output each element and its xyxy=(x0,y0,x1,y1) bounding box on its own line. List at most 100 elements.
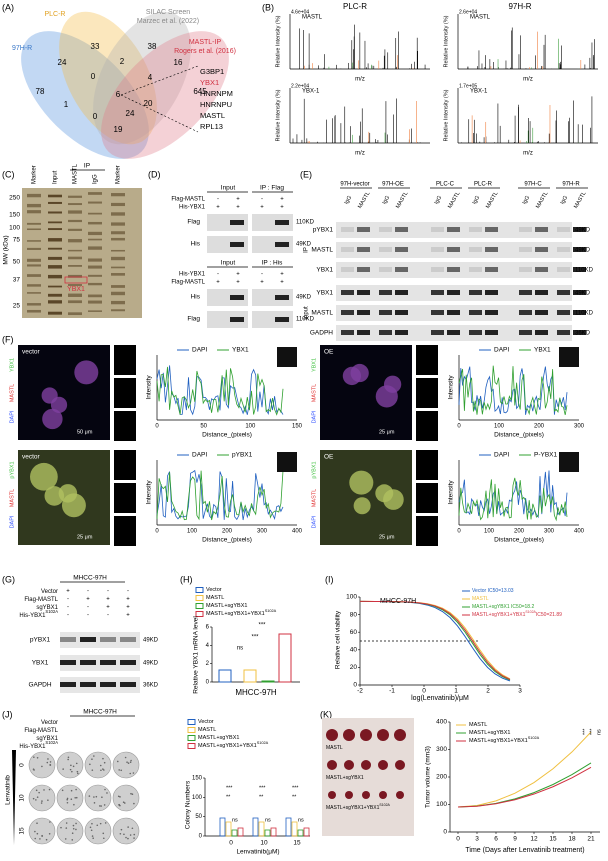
venn-count: 24 xyxy=(58,58,67,67)
colony xyxy=(75,788,77,791)
band xyxy=(111,273,125,276)
colony xyxy=(99,822,102,825)
colony xyxy=(98,805,101,807)
colony xyxy=(119,804,121,807)
leader xyxy=(120,65,199,96)
bar xyxy=(270,827,277,837)
band xyxy=(395,310,408,315)
tick-label: 100 xyxy=(187,529,198,535)
scale-bar: 25 μm xyxy=(379,534,395,540)
legend-swatch xyxy=(195,587,204,593)
bar xyxy=(219,817,226,837)
colony xyxy=(36,796,39,798)
colony xyxy=(41,765,43,768)
band xyxy=(469,247,482,252)
band xyxy=(88,221,102,225)
band xyxy=(379,227,392,232)
tick-label: 9 xyxy=(513,836,517,843)
lane-label: Marker xyxy=(116,165,122,184)
panel-label: (A) xyxy=(2,2,14,12)
band xyxy=(519,290,532,295)
band xyxy=(395,290,408,295)
lane-label: IgG xyxy=(522,195,532,206)
size: 36KD xyxy=(575,331,591,337)
band xyxy=(111,309,125,312)
colony xyxy=(96,824,99,827)
bar xyxy=(258,821,265,837)
band xyxy=(48,228,62,231)
sign: + xyxy=(126,597,130,603)
profile xyxy=(458,365,568,416)
superscript: S102A xyxy=(525,610,536,614)
band xyxy=(88,201,102,204)
blot-label: MASTL xyxy=(311,247,333,254)
colony xyxy=(122,801,125,803)
tick-label: -1 xyxy=(389,688,395,695)
band xyxy=(341,247,354,252)
colony xyxy=(127,826,129,828)
colony xyxy=(40,802,43,804)
sign: - xyxy=(127,589,129,595)
inset xyxy=(277,452,297,472)
text-part: sgYBX1 xyxy=(36,736,58,742)
axis-label: Lenvatinib(μM) xyxy=(236,849,279,856)
sign: + xyxy=(280,205,284,211)
band xyxy=(341,290,354,295)
sign: - xyxy=(87,613,89,619)
tick-label: 100 xyxy=(245,424,256,430)
protein: MASTL xyxy=(470,15,491,21)
colony xyxy=(133,837,135,839)
blot-label: YBX1 xyxy=(316,290,333,297)
tick-label: 300 xyxy=(574,424,585,430)
colony xyxy=(38,791,40,794)
gene: MASTL xyxy=(200,111,225,120)
size: 110KD xyxy=(575,311,594,317)
group-label: Input xyxy=(304,306,310,320)
lane-label: MASTL xyxy=(73,163,79,184)
cell xyxy=(61,493,86,518)
bar xyxy=(225,821,232,837)
band xyxy=(48,238,62,242)
venn-count: 19 xyxy=(114,125,123,134)
colony xyxy=(123,833,125,836)
band xyxy=(27,292,41,294)
band xyxy=(557,310,570,315)
colony xyxy=(74,796,77,799)
ladder: 50 xyxy=(13,259,21,266)
text-part: MASTL+sgYBX1 xyxy=(469,730,510,736)
legend-label: MASTL+sgYBX1 IC50=18.2 xyxy=(472,604,534,610)
band xyxy=(68,256,82,260)
axis-label: log(Lenvatinib)/μM xyxy=(411,695,469,702)
sign: + xyxy=(260,205,264,211)
band xyxy=(27,247,41,250)
band xyxy=(88,231,102,236)
blot-label: Flag xyxy=(187,316,200,323)
band xyxy=(68,195,82,198)
set-label: MASTL-IP xyxy=(189,39,222,46)
legend-label: pYBX1 xyxy=(232,452,253,459)
colony xyxy=(65,822,68,824)
colony xyxy=(36,822,38,825)
ladder: 100 xyxy=(9,225,20,232)
panel-label: (H) xyxy=(180,574,193,584)
colony xyxy=(88,795,91,797)
lane-label: Input xyxy=(53,170,59,184)
band xyxy=(88,294,102,298)
colony xyxy=(34,837,37,840)
venn-count: 4 xyxy=(148,73,153,82)
text-part: Vector xyxy=(41,720,58,726)
well xyxy=(56,784,84,812)
band xyxy=(88,300,102,304)
condition: OE xyxy=(324,349,334,356)
band xyxy=(535,310,548,315)
legend-label: Vector xyxy=(198,719,214,725)
tick-label: 200 xyxy=(436,774,447,781)
blot-label: YBX1 xyxy=(316,267,333,274)
tick-label: 21 xyxy=(587,836,595,843)
bar xyxy=(303,827,310,837)
tick-label: 200 xyxy=(222,529,233,535)
colony xyxy=(45,838,48,841)
size: 49KD xyxy=(143,661,159,667)
tick-label: 0 xyxy=(199,834,203,840)
colony xyxy=(67,756,70,759)
